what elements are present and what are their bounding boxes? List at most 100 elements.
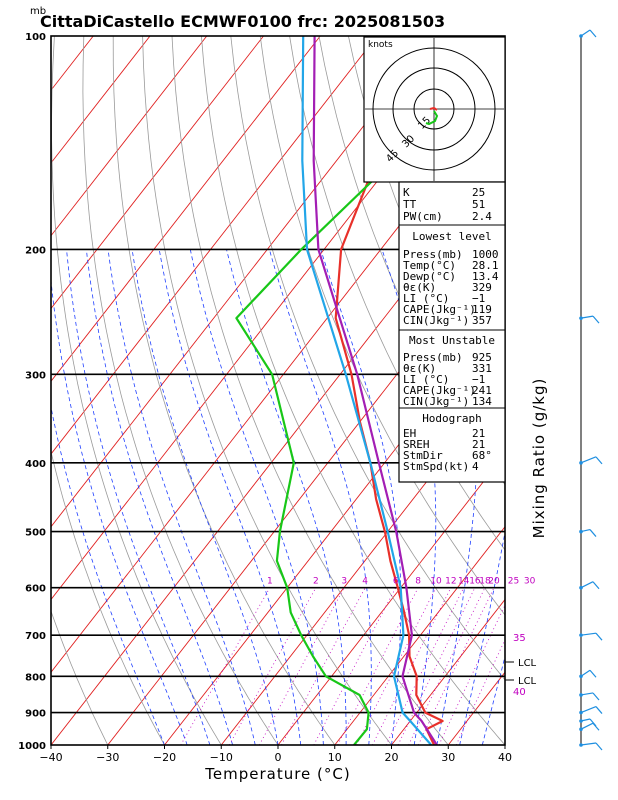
lowest-level-label: Temp(°C) (403, 259, 456, 272)
lowest-level-label: LI (°C) (403, 292, 449, 305)
pressure-tick-label: 600 (25, 584, 46, 595)
wind-barb-flag (595, 742, 603, 751)
isotherm-line (51, 36, 378, 455)
index-label-tt: TT (403, 198, 417, 211)
isotherm-line (107, 234, 505, 745)
most-unstable-label: CIN(Jkg⁻¹) (403, 395, 469, 408)
hodograph-index-label: StmSpd(kt) (403, 460, 469, 473)
wind-barb-flag (595, 632, 603, 641)
parcel-lowest-line (312, 36, 438, 745)
wind-barb-flag (595, 706, 603, 714)
lowest-level-label: CAPE(Jkg⁻¹) (403, 303, 476, 316)
mixing-ratio-line (180, 587, 271, 745)
hodograph-ring-30 (392, 67, 476, 151)
hodograph-index-value: 4 (472, 460, 479, 473)
most-unstable-value: −1 (472, 373, 485, 386)
most-unstable-label: θε(K) (403, 362, 436, 375)
most-unstable-value: 331 (472, 362, 492, 375)
lowest-level-value: 28.1 (472, 259, 499, 272)
mixing-ratio-label: 4 (362, 577, 368, 587)
dry-adiabat-line (554, 36, 618, 745)
lowest-level-value: 329 (472, 281, 492, 294)
mixing-ratio-line (408, 587, 486, 745)
moist-adiabat-line (189, 249, 324, 745)
wind-barb-shaft (580, 722, 594, 730)
dry-adiabat-line (259, 36, 505, 616)
moist-adiabat-line (481, 655, 505, 745)
hodograph-index-label: SREH (403, 438, 430, 451)
hodograph-panel: knots 15 30 45 (363, 36, 506, 183)
mixing-ratio-label: 1 (267, 577, 273, 587)
pressure-unit-label: mb (30, 6, 46, 17)
hodograph-ring-15 (413, 88, 455, 130)
dry-adiabat-line (201, 36, 505, 745)
mixing-ratio-label: 20 (488, 577, 500, 587)
dry-adiabat-line (613, 36, 618, 745)
index-value-pw: 2.4 (472, 210, 492, 223)
wind-barb-flag (595, 456, 603, 465)
mixing-ratio-label: 8 (415, 577, 421, 587)
lcl-label-2: LCL (518, 676, 537, 687)
lcl-label-1: LCL (518, 658, 537, 669)
pressure-tick-label: 100 (25, 32, 46, 43)
wind-barb-flag (589, 529, 597, 537)
pressure-tick-label: 200 (25, 245, 46, 256)
wind-barb-shaft (580, 315, 594, 319)
wind-profile (579, 29, 603, 751)
temperature-tick-label: 30 (441, 751, 455, 764)
wind-barb-shaft (580, 29, 591, 37)
dry-adiabat-line (51, 450, 165, 745)
lowest-level-value: 357 (472, 314, 492, 327)
dry-adiabat-line (230, 36, 505, 681)
isotherm-line (51, 36, 321, 382)
most-unstable-rows: Press(mb) 925 θε(K) 331 LI (°C) −1CAPE(Jkg⁻¹)… (403, 351, 492, 408)
moist-adiabat-line (269, 249, 372, 745)
lowest-level-value: −1 (472, 292, 485, 305)
most-unstable-value: 134 (472, 395, 492, 408)
wind-barb-flag (592, 315, 600, 324)
wind-barb-flag (589, 29, 597, 38)
wind-barb-flag (589, 669, 597, 678)
pressure-tick-label: 400 (25, 459, 46, 470)
mixing-ratio-label: 25 (508, 577, 519, 587)
wind-barb-shaft (580, 632, 597, 636)
temperature-tick-label: −20 (153, 751, 176, 764)
hodograph-index-value: 68° (472, 449, 492, 462)
hodograph-unit: knots (368, 40, 393, 50)
side-labels: LCL LCL 35 40 (505, 633, 537, 698)
lowest-level-heading: Lowest level (412, 230, 491, 243)
hodograph-trace-red (429, 106, 438, 111)
mixing-ratio-label: 18 (479, 577, 491, 587)
mixing-ratio-label: 12 (445, 577, 456, 587)
lowest-level-label: θε(K) (403, 281, 436, 294)
mixing-ratio-axis-title: Mixing Ratio (g/kg) (530, 378, 548, 539)
wind-barb-shaft (580, 456, 597, 464)
hodograph-index-value: 21 (472, 427, 485, 440)
most-unstable-value: 241 (472, 384, 492, 397)
mixing-ratio-label: 30 (524, 577, 536, 587)
moist-adiabat-line (320, 249, 402, 745)
moist-adiabat-line (226, 249, 347, 745)
parcel-most-unstable-line (301, 36, 433, 745)
level-label-40: 40 (513, 687, 526, 698)
profile-lines (235, 36, 505, 745)
chart-title: CittaDiCastello ECMWF0100 frc: 202508150… (40, 12, 445, 31)
wind-barb-shaft (580, 528, 591, 533)
wind-barb-flag (592, 722, 600, 731)
wind-barb-shaft (580, 669, 591, 677)
temperature-tick-label: −30 (96, 751, 119, 764)
most-unstable-heading: Most Unstable (409, 334, 495, 347)
indices-frame (398, 181, 506, 483)
mixing-ratio-label: 16 (469, 577, 481, 587)
dry-adiabat-line (112, 36, 336, 745)
pressure-tick-label: 900 (25, 709, 46, 720)
temperature-axis: −40 −30 −20 −10 0 10 20 30 40 (39, 745, 512, 764)
mixing-ratio-line (259, 587, 345, 745)
hodograph-index-label: EH (403, 427, 416, 440)
mixing-ratio-label: 3 (341, 577, 347, 587)
indices-panel: K 25 TT 51 PW(cm) 2.4 Lowest level Press… (398, 181, 506, 483)
isotherm-line (277, 453, 505, 745)
temperature-tick-label: −40 (39, 751, 62, 764)
lowest-level-rows: Press(mb) 1000 Temp(°C) 28.1 Dewp(°C) 13.4 θε(… (403, 248, 499, 327)
